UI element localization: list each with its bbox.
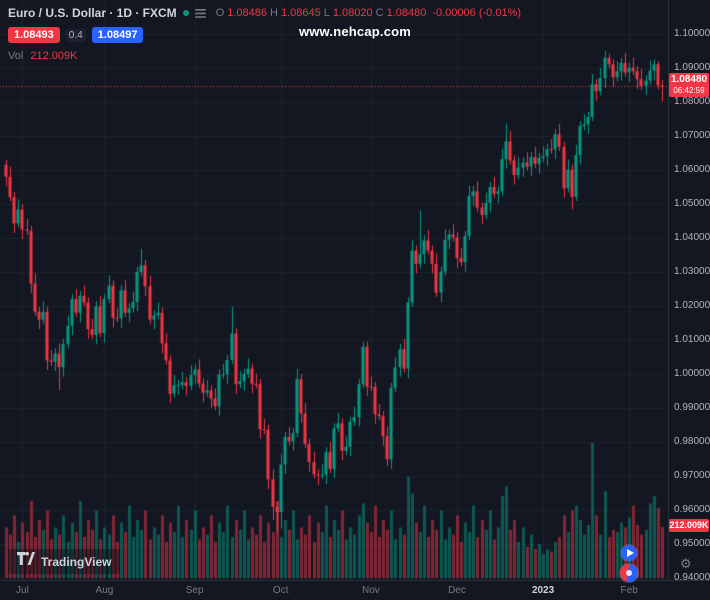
- y-axis-label: 1.00000: [674, 368, 710, 379]
- y-axis-label: 0.97000: [674, 470, 710, 481]
- y-axis-label: 1.01000: [674, 334, 710, 345]
- y-axis-label: 0.99000: [674, 402, 710, 413]
- y-axis-label: 1.05000: [674, 198, 710, 209]
- time-axis[interactable]: Jul Aug Sep Oct Nov Dec 2023 Feb: [0, 580, 710, 600]
- y-axis-label: 1.07000: [674, 130, 710, 141]
- high-value: 1.08645: [280, 7, 321, 19]
- ask-price-button[interactable]: 1.08497: [91, 27, 144, 43]
- ohlc-row: O 1.08486 H 1.08645 L 1.08020 C 1.08480 -0.0…: [216, 7, 521, 19]
- x-axis-label: Feb: [620, 585, 638, 596]
- chart-header: Euro / U.S. Dollar · 1D · FXCM O 1.08486 …: [8, 6, 521, 62]
- volume-value: 212.009K: [30, 50, 78, 62]
- price-chart-canvas[interactable]: [0, 0, 668, 580]
- x-axis-label: Jul: [16, 585, 29, 596]
- x-axis-label: Nov: [361, 585, 380, 596]
- y-axis-label: 1.08000: [674, 96, 710, 107]
- floating-social-button[interactable]: [620, 564, 638, 582]
- y-axis-label: 0.94000: [674, 572, 710, 583]
- y-axis-label: 0.98000: [674, 436, 710, 447]
- x-axis-label: Aug: [95, 585, 114, 596]
- x-axis-label: 2023: [531, 585, 555, 596]
- y-axis-label: 1.02000: [674, 300, 710, 311]
- paper-plane-icon: [626, 549, 634, 557]
- y-axis-label: 1.06000: [674, 164, 710, 175]
- symbol-title[interactable]: Euro / U.S. Dollar · 1D · FXCM: [8, 6, 177, 20]
- y-axis-label: 1.10000: [674, 28, 710, 39]
- floating-share-button[interactable]: [621, 545, 637, 561]
- x-axis-label: Dec: [448, 585, 466, 596]
- open-label: O: [215, 7, 225, 19]
- close-value: 1.08480: [386, 7, 427, 19]
- spread-value: 0.4: [65, 28, 86, 42]
- volume-axis-label: 212.009K: [669, 518, 709, 532]
- chart-menu-icon[interactable]: [194, 8, 206, 18]
- x-axis-label: Oct: [272, 585, 289, 596]
- watermark: www.nehcap.com: [298, 24, 412, 39]
- x-axis-label: Sep: [185, 585, 204, 596]
- y-axis-label: 0.95000: [674, 538, 710, 549]
- high-label: H: [270, 7, 278, 19]
- y-axis-label: 1.04000: [674, 232, 710, 243]
- open-value: 1.08486: [227, 7, 268, 19]
- y-axis-label: 1.03000: [674, 266, 710, 277]
- bar-countdown: 06:42:59: [673, 85, 705, 95]
- overlapping-circles-icon: [626, 570, 632, 576]
- bid-price-button[interactable]: 1.08493: [8, 27, 60, 43]
- change-value: -0.00006 (-0.01%): [432, 7, 522, 19]
- tradingview-logo-icon: [17, 552, 35, 571]
- last-price-value: 1.08480: [670, 73, 708, 85]
- live-status-dot: [182, 10, 189, 16]
- tradingview-logo-text: TradingView: [41, 554, 112, 569]
- y-axis-label: 1.09000: [674, 62, 710, 73]
- y-axis-label: 0.96000: [674, 504, 710, 515]
- close-label: C: [375, 7, 384, 19]
- volume-row: Vol 212.009K: [8, 50, 521, 62]
- settings-gear-icon[interactable]: ⚙: [680, 556, 692, 571]
- volume-label: Vol: [8, 50, 24, 62]
- last-price-label: 1.08480 06:42:59: [669, 72, 709, 97]
- tradingview-logo[interactable]: TradingView: [8, 549, 121, 574]
- low-label: L: [323, 7, 330, 19]
- low-value: 1.08020: [332, 7, 373, 19]
